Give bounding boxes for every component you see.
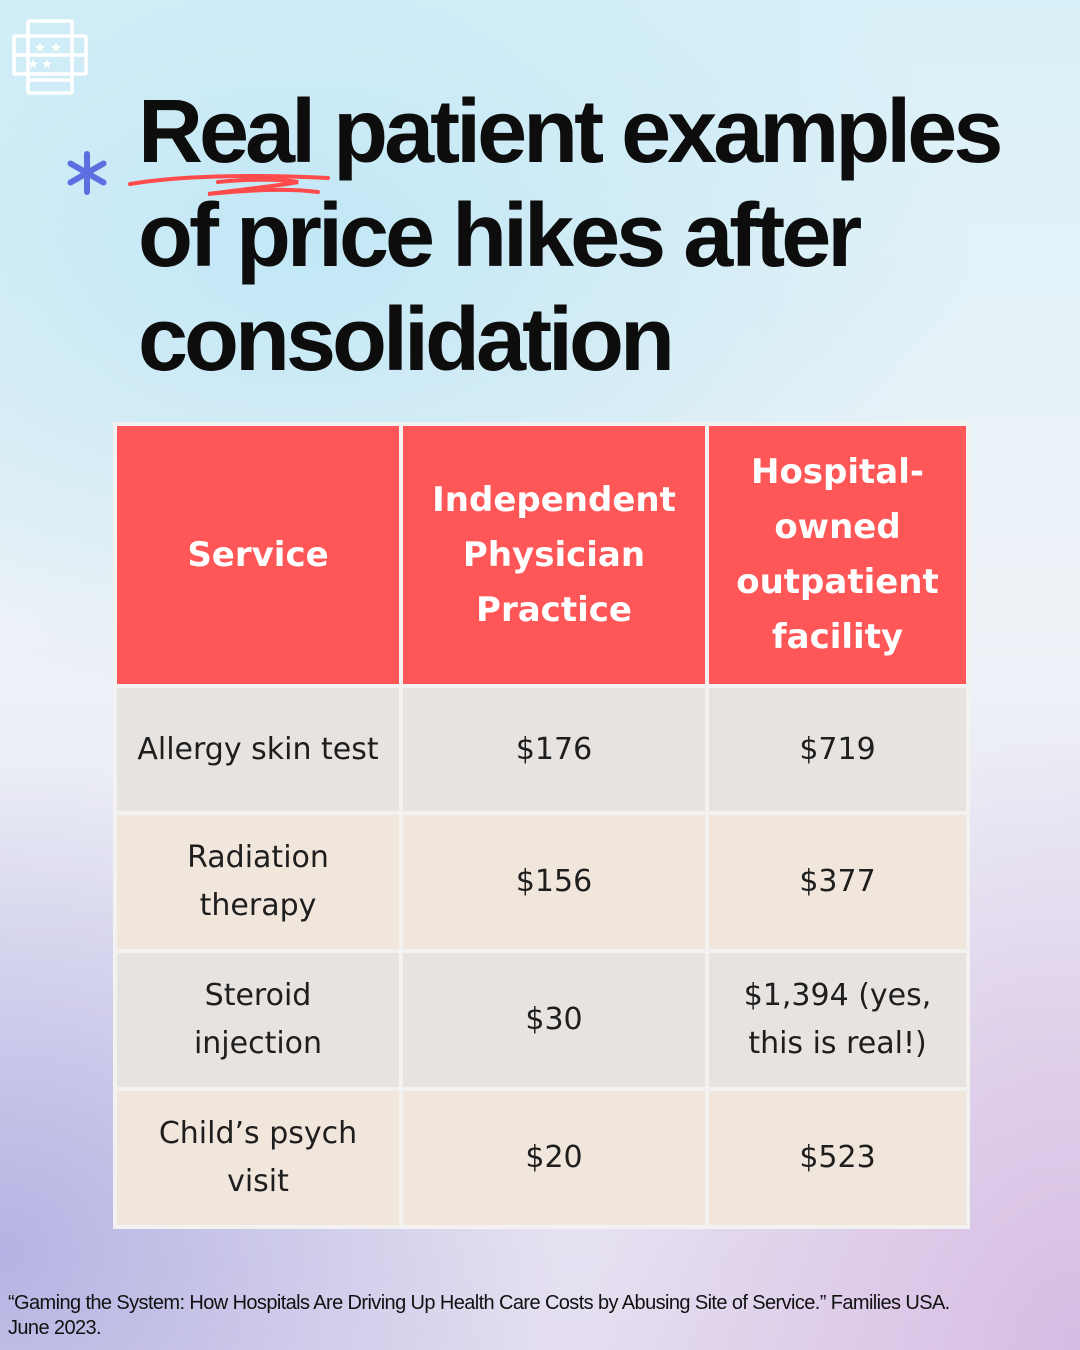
cell-line: visit	[227, 1164, 289, 1199]
column-header-independent-practice: Independent Physician Practice	[399, 422, 709, 688]
hospital-price-cell: $523	[705, 1087, 970, 1229]
hospital-price-cell: $719	[705, 684, 970, 815]
independent-price-cell: $176	[399, 684, 709, 815]
header-line: Service	[187, 534, 329, 575]
flag-document-icon	[12, 19, 88, 95]
service-cell: Child’s psych visit	[113, 1087, 403, 1229]
table-row: Steroid injection $30 $1,394 (yes, this …	[113, 949, 970, 1091]
page-title: Real patient examples of price hikes aft…	[138, 80, 1058, 392]
column-header-hospital-facility: Hospital- owned outpatient facility	[705, 422, 970, 688]
cell-line: $523	[799, 1140, 876, 1175]
cell-line: $1,394 (yes,	[743, 978, 932, 1013]
service-cell: Radiation therapy	[113, 811, 403, 953]
title-line: of price hikes after	[138, 186, 862, 286]
citation-line: June 2023.	[8, 1317, 102, 1339]
table-row: Radiation therapy $156 $377	[113, 811, 970, 953]
hospital-price-cell: $1,394 (yes, this is real!)	[705, 949, 970, 1091]
header-line: Physician	[462, 534, 646, 575]
cell-line: this is real!)	[748, 1026, 927, 1061]
cell-line: Steroid	[204, 978, 312, 1013]
cell-line: therapy	[199, 888, 317, 923]
price-comparison-table: Service Independent Physician Practice H…	[113, 422, 970, 1229]
header-line: Hospital-	[750, 452, 924, 492]
source-citation: “Gaming the System: How Hospitals Are Dr…	[8, 1291, 1068, 1341]
table-row: Allergy skin test $176 $719	[113, 684, 970, 815]
service-cell: Steroid injection	[113, 949, 403, 1091]
header-line: owned	[774, 507, 901, 547]
table-header-row: Service Independent Physician Practice H…	[113, 422, 970, 688]
title-line: Real patient examples	[138, 82, 1003, 182]
scribble-underline	[128, 174, 330, 196]
table-row: Child’s psych visit $20 $523	[113, 1087, 970, 1229]
cell-line: Allergy skin test	[137, 731, 379, 767]
header-line: Independent	[432, 479, 676, 520]
cell-line: $377	[799, 864, 876, 899]
title-line: consolidation	[138, 290, 675, 390]
citation-line: “Gaming the System: How Hospitals Are Dr…	[8, 1292, 950, 1314]
header-line: outpatient	[736, 562, 939, 602]
column-header-service: Service	[113, 422, 403, 688]
cell-line: Child’s psych	[158, 1116, 358, 1151]
asterisk-icon	[67, 151, 107, 195]
independent-price-cell: $20	[399, 1087, 709, 1229]
service-cell: Allergy skin test	[113, 684, 403, 815]
cell-line: $719	[799, 731, 876, 767]
hospital-price-cell: $377	[705, 811, 970, 953]
independent-price-cell: $156	[399, 811, 709, 953]
header-line: Practice	[476, 589, 632, 630]
cell-line: injection	[193, 1026, 323, 1061]
cell-line: Radiation	[187, 840, 329, 875]
header-line: facility	[771, 617, 904, 657]
independent-price-cell: $30	[399, 949, 709, 1091]
